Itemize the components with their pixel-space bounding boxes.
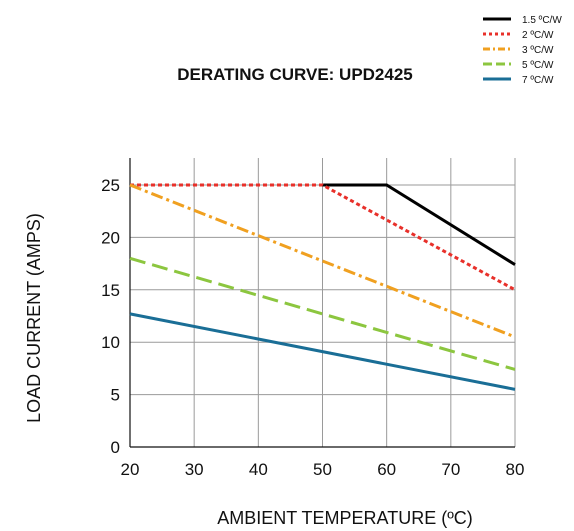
series-line-2 (130, 183, 516, 292)
axes (129, 158, 515, 448)
series-line-4 (129, 256, 516, 371)
y-tick-label: 10 (101, 333, 120, 352)
legend-label: 5 ºC/W (522, 60, 554, 71)
legend-label: 3 ºC/W (522, 45, 554, 56)
series-line-5 (129, 312, 516, 391)
legend-label: 2 ºC/W (522, 30, 554, 41)
legend-label: 1.5 ºC/W (522, 15, 562, 26)
x-tick-label: 60 (377, 460, 396, 479)
y-tick-label: 20 (101, 228, 120, 247)
x-tick-label: 30 (185, 460, 204, 479)
y-tick-label: 0 (111, 438, 120, 457)
series-lines (129, 183, 516, 391)
legend-label: 7 ºC/W (522, 75, 554, 86)
x-axis-label: AMBIENT TEMPERATURE (ºC) (217, 508, 473, 528)
y-tick-label: 25 (101, 176, 120, 195)
grid (130, 158, 516, 447)
series-line-1 (322, 183, 516, 266)
x-tick-label: 20 (121, 460, 140, 479)
y-axis-label: LOAD CURRENT (AMPS) (24, 213, 44, 423)
legend: 1.5 ºC/W 2 ºC/W 3 ºC/W 5 ºC/W 7 ºC/W (483, 15, 562, 86)
x-tick-label: 70 (441, 460, 460, 479)
chart-title: DERATING CURVE: UPD2425 (177, 65, 413, 84)
x-tick-label: 40 (249, 460, 268, 479)
x-tick-label: 80 (506, 460, 525, 479)
y-tick-label: 15 (101, 281, 120, 300)
tick-labels: 20 30 40 50 60 70 80 0 5 10 15 20 25 (101, 176, 524, 479)
x-tick-label: 50 (313, 460, 332, 479)
y-tick-label: 5 (111, 386, 120, 405)
